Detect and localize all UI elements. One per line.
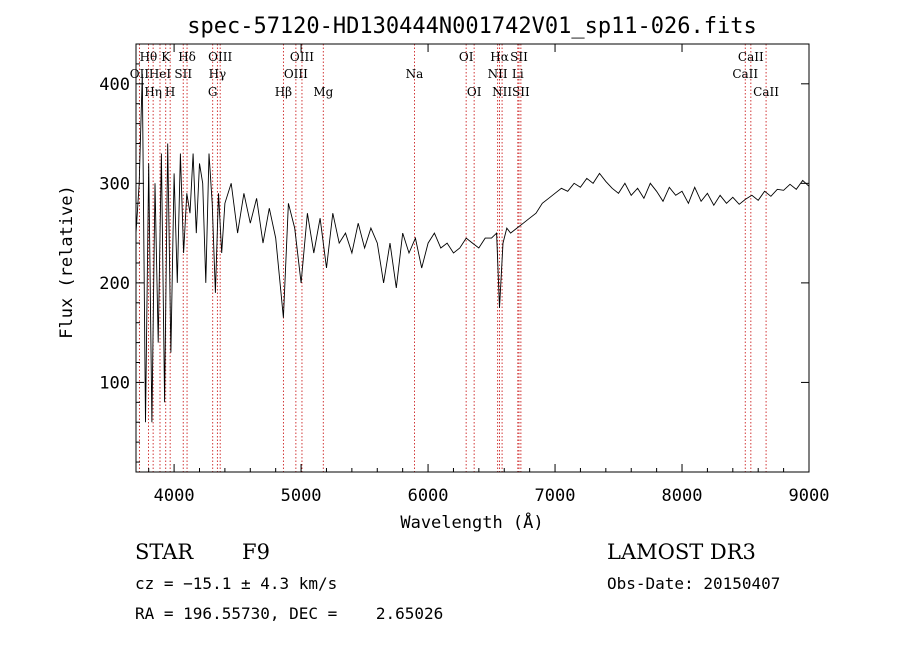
- line-marker-label-18: NII: [488, 67, 508, 81]
- coordinates: RA = 196.55730, DEC = 2.65026: [135, 604, 443, 623]
- subclass: F9: [242, 540, 270, 564]
- x-axis-label: Wavelength (Å): [400, 511, 543, 533]
- line-marker-label-2: Hη: [144, 85, 162, 99]
- line-marker-label-11: Hβ: [275, 85, 292, 99]
- x-tick-label-4: 8000: [662, 486, 703, 506]
- line-marker-labels: Hθ OII Hη HeI K H SII Hδ G Hγ OIII Hβ OIII OIII Mg Na OI…: [130, 50, 779, 99]
- line-marker-label-24: CaII: [732, 67, 758, 81]
- line-marker-label-10: OIII: [208, 50, 232, 64]
- line-marker-label-14: Mg: [313, 85, 333, 99]
- spectrum-line: [135, 73, 810, 423]
- line-marker-label-5: H: [165, 85, 175, 99]
- line-marker-label-7: Hδ: [178, 50, 196, 64]
- line-marker-label-16: OI: [459, 50, 474, 64]
- line-marker-label-6: SII: [174, 67, 192, 81]
- line-marker-label-25: CaII: [738, 50, 764, 64]
- plot-area: Hθ OII Hη HeI K H SII Hδ G Hγ OIII Hβ OIII OIII Mg Na OI…: [99, 43, 830, 506]
- y-tick-label-0: 100: [99, 373, 130, 393]
- line-markers: [138, 44, 767, 472]
- plot-frame: [135, 43, 810, 473]
- y-tick-label-2: 300: [99, 174, 130, 194]
- line-marker-label-17: OI: [467, 85, 482, 99]
- x-tick-label-2: 6000: [408, 486, 449, 506]
- obs-date: Obs-Date: 20150407: [607, 574, 780, 593]
- line-marker-label-15: Na: [406, 67, 424, 81]
- line-marker-label-12: OIII: [284, 67, 308, 81]
- line-marker-label-23: SII: [512, 85, 530, 99]
- line-marker-label-19: Hα: [490, 50, 509, 64]
- line-marker-label-13: OIII: [290, 50, 314, 64]
- y-axis-label: Flux (relative): [57, 185, 77, 339]
- x-tick-label-1: 5000: [281, 486, 322, 506]
- line-marker-label-8: G: [208, 85, 218, 99]
- redshift-cz: cz = −15.1 ± 4.3 km/s: [135, 574, 337, 593]
- line-marker-label-20: NII: [492, 85, 512, 99]
- line-marker-label-21: Li: [512, 67, 524, 81]
- y-tick-label-1: 200: [99, 274, 130, 294]
- chart-title: spec-57120-HD130444N001742V01_sp11-026.f…: [187, 14, 757, 39]
- survey-name: LAMOST DR3: [607, 540, 756, 564]
- x-tick-label-5: 9000: [789, 486, 830, 506]
- line-marker-label-26: CaII: [753, 85, 779, 99]
- y-axis-ticks: 100 200 300 400: [99, 63, 809, 463]
- x-tick-label-0: 4000: [154, 486, 195, 506]
- info-block: STAR F9 LAMOST DR3 cz = −15.1 ± 4.3 km/s…: [135, 540, 780, 623]
- y-tick-label-3: 400: [99, 75, 130, 95]
- object-class: STAR: [135, 540, 194, 564]
- line-marker-label-22: SII: [510, 50, 528, 64]
- line-marker-label-1: OII: [130, 67, 150, 81]
- x-tick-label-3: 7000: [535, 486, 576, 506]
- line-marker-label-9: Hγ: [209, 67, 227, 81]
- line-marker-label-0: Hθ: [140, 50, 158, 64]
- line-marker-label-4: K: [161, 50, 171, 64]
- x-axis-ticks: 4000 5000 6000 7000 8000 9000: [148, 44, 830, 506]
- line-marker-label-3: HeI: [149, 67, 172, 81]
